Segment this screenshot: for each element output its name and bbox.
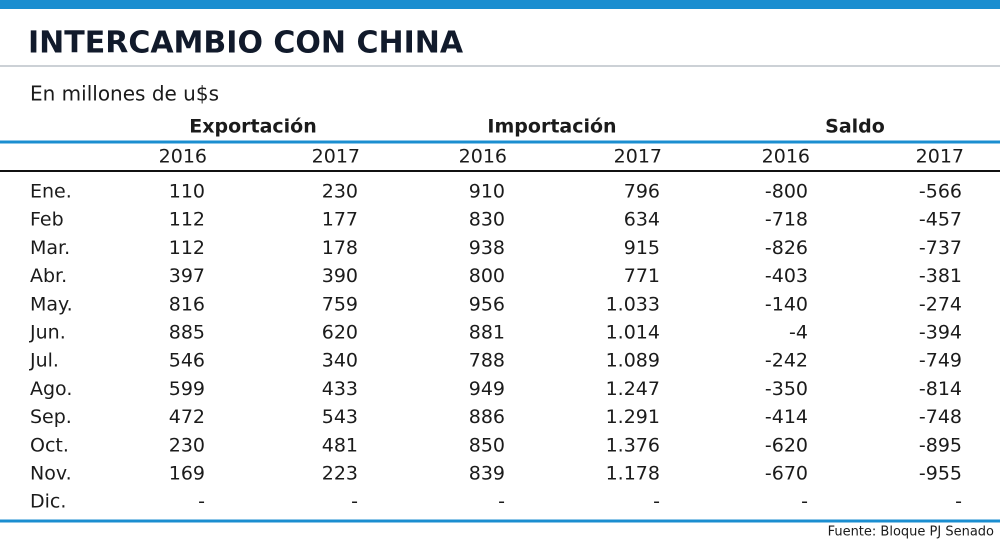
cell: -4 (789, 322, 808, 344)
cell: -718 (765, 209, 808, 231)
cell: -242 (765, 350, 808, 372)
cell: 620 (322, 322, 358, 344)
row-label: Oct. (30, 434, 69, 456)
row-label: Ago. (30, 378, 72, 400)
cell: 771 (624, 265, 660, 287)
row-label: Feb (30, 209, 64, 231)
cell: 938 (469, 237, 505, 259)
cell: 759 (322, 293, 358, 315)
cell: 223 (322, 463, 358, 485)
cell: 1.014 (606, 322, 660, 344)
cell: -457 (919, 209, 962, 231)
cell: 796 (624, 181, 660, 203)
cell: 830 (469, 209, 505, 231)
cell: 1.247 (606, 378, 660, 400)
cell: - (498, 491, 505, 513)
cell: 543 (322, 406, 358, 428)
row-label: Dic. (30, 491, 66, 513)
row-label: Jun. (29, 322, 66, 344)
cell: 1.178 (606, 463, 660, 485)
cell: 886 (469, 406, 505, 428)
cell: 546 (169, 350, 205, 372)
cell: 788 (469, 350, 505, 372)
cell: 949 (469, 378, 505, 400)
cell: -737 (919, 237, 962, 259)
group-header: Exportación (189, 116, 317, 138)
top-bar (0, 0, 1000, 9)
cell: - (955, 491, 962, 513)
cell: - (801, 491, 808, 513)
title: INTERCAMBIO CON CHINA (28, 26, 464, 61)
cell: -566 (919, 181, 962, 203)
cell: 169 (169, 463, 205, 485)
cell: 397 (169, 265, 205, 287)
cell: - (198, 491, 205, 513)
cell: - (653, 491, 660, 513)
year-header: 2016 (159, 146, 207, 168)
cell: -414 (765, 406, 808, 428)
cell: -670 (765, 463, 808, 485)
cell: 634 (624, 209, 660, 231)
cell: -895 (919, 434, 962, 456)
cell: 110 (169, 181, 205, 203)
cell: 112 (169, 237, 205, 259)
cell: -748 (919, 406, 962, 428)
cell: 1.376 (606, 434, 660, 456)
cell: -749 (919, 350, 962, 372)
cell: 481 (322, 434, 358, 456)
year-header: 2016 (762, 146, 810, 168)
cell: 230 (322, 181, 358, 203)
cell: 816 (169, 293, 205, 315)
row-label: Nov. (30, 463, 72, 485)
year-header: 2016 (459, 146, 507, 168)
year-header: 2017 (916, 146, 964, 168)
cell: - (351, 491, 358, 513)
group-header: Importación (487, 116, 616, 138)
subtitle: En millones de u$s (30, 82, 219, 106)
cell: -955 (919, 463, 962, 485)
cell: 1.291 (606, 406, 660, 428)
cell: -620 (765, 434, 808, 456)
cell: 112 (169, 209, 205, 231)
cell: 230 (169, 434, 205, 456)
cell: 800 (469, 265, 505, 287)
row-label: May. (30, 293, 73, 315)
cell: 956 (469, 293, 505, 315)
cell: -800 (765, 181, 808, 203)
cell: 850 (469, 434, 505, 456)
cell: 433 (322, 378, 358, 400)
year-header: 2017 (614, 146, 662, 168)
cell: 1.089 (606, 350, 660, 372)
cell: -403 (765, 265, 808, 287)
cell: -140 (765, 293, 808, 315)
year-header: 2017 (312, 146, 360, 168)
cell: 910 (469, 181, 505, 203)
row-label: Ene. (30, 181, 72, 203)
row-label: Sep. (30, 406, 72, 428)
cell: -394 (919, 322, 962, 344)
group-header: Saldo (825, 116, 885, 138)
cell: 839 (469, 463, 505, 485)
cell: 340 (322, 350, 358, 372)
row-label: Mar. (30, 237, 70, 259)
source: Fuente: Bloque PJ Senado (828, 525, 994, 540)
row-label: Abr. (30, 265, 67, 287)
cell: 177 (322, 209, 358, 231)
cell: -826 (765, 237, 808, 259)
cell: 1.033 (606, 293, 660, 315)
cell: 915 (624, 237, 660, 259)
row-label: Jul. (29, 350, 59, 372)
cell: -814 (919, 378, 962, 400)
cell: 885 (169, 322, 205, 344)
cell: 472 (169, 406, 205, 428)
cell: 599 (169, 378, 205, 400)
cell: 881 (469, 322, 505, 344)
cell: 390 (322, 265, 358, 287)
cell: 178 (322, 237, 358, 259)
cell: -274 (919, 293, 962, 315)
cell: -381 (919, 265, 962, 287)
cell: -350 (765, 378, 808, 400)
